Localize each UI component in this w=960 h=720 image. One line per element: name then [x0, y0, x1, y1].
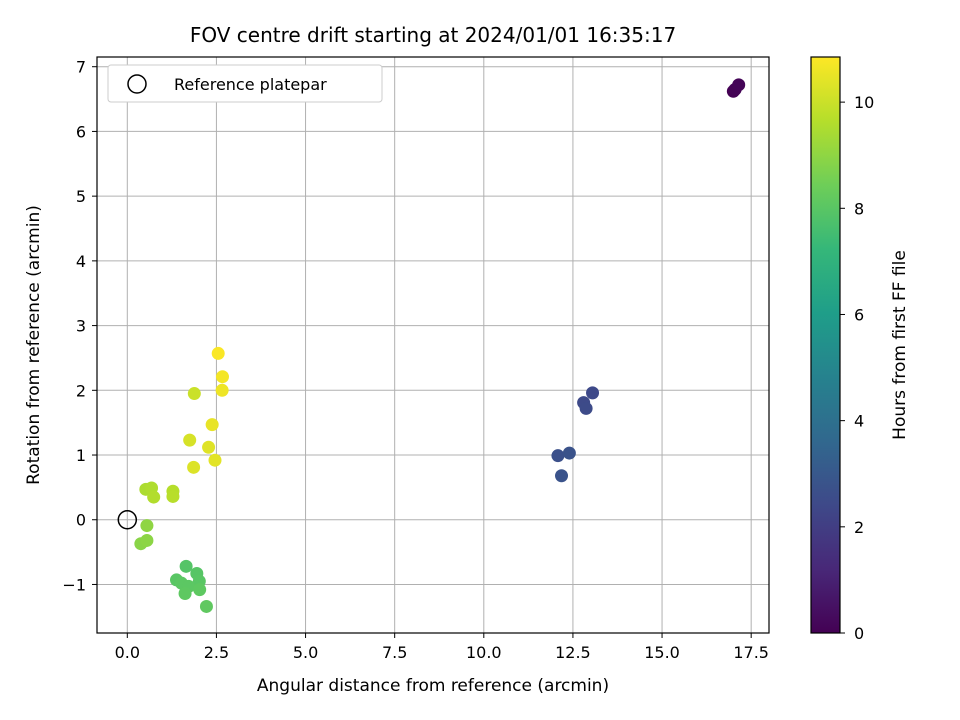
data-point	[205, 418, 219, 432]
data-point	[211, 346, 225, 360]
y-tick-label: 4	[76, 252, 86, 271]
axis-ticks: 0.0 2.5 5.0 7.5 10.0 12.5 15.0 17.5 −1 0 1 2 3 4 5 6 7	[62, 58, 769, 662]
data-point	[586, 386, 600, 400]
colorbar-label: Hours from first FF file	[890, 250, 910, 440]
colorbar: 0 2 4 6 8 10 Hours from first FF file	[810, 56, 910, 643]
colorbar-frame	[810, 56, 841, 634]
y-tick-label: 5	[76, 187, 86, 206]
data-point	[140, 533, 154, 547]
x-tick-label: 15.0	[644, 643, 680, 662]
data-point	[187, 460, 201, 474]
data-point	[732, 78, 746, 92]
data-point	[166, 489, 180, 503]
x-tick-label: 5.0	[293, 643, 318, 662]
legend-box	[107, 64, 383, 103]
x-tick-label: 2.5	[204, 643, 229, 662]
plot-frame	[96, 56, 770, 634]
colorbar-tick-label: 8	[854, 199, 864, 218]
x-tick-label: 10.0	[466, 643, 502, 662]
colorbar-tick-label: 2	[854, 518, 864, 537]
reference-platepar-marker	[117, 509, 138, 530]
data-points	[134, 78, 746, 613]
y-tick-label: 0	[76, 511, 86, 530]
y-axis-label: Rotation from reference (arcmin)	[24, 205, 44, 485]
colorbar-tick-label: 0	[854, 624, 864, 643]
legend-reference-marker	[127, 74, 147, 94]
data-point	[140, 519, 154, 533]
y-tick-label: 6	[76, 122, 86, 141]
colorbar-ticks: 0 2 4 6 8 10	[840, 93, 874, 643]
legend: Reference platepar	[107, 64, 383, 103]
data-point	[562, 446, 576, 460]
y-tick-label: 7	[76, 58, 86, 77]
data-point	[178, 587, 192, 601]
y-tick-label: 2	[76, 381, 86, 400]
y-tick-label: 1	[76, 446, 86, 465]
x-tick-label: 0.0	[115, 643, 140, 662]
x-axis-label: Angular distance from reference (arcmin)	[257, 676, 609, 696]
legend-reference-label: Reference platepar	[174, 75, 327, 94]
plot-area	[97, 57, 769, 633]
colorbar-gradient	[811, 57, 840, 633]
data-point	[199, 599, 213, 613]
x-tick-label: 17.5	[733, 643, 769, 662]
data-point	[215, 370, 229, 384]
chart-title: FOV centre drift starting at 2024/01/01 …	[190, 23, 676, 47]
data-point	[183, 433, 197, 447]
data-point	[179, 559, 193, 573]
data-point	[202, 440, 216, 454]
y-tick-label: −1	[62, 575, 86, 594]
data-point	[215, 383, 229, 397]
x-tick-label: 12.5	[555, 643, 591, 662]
x-tick-label: 7.5	[382, 643, 407, 662]
data-point	[187, 387, 201, 401]
data-point	[208, 453, 222, 467]
grid	[97, 57, 769, 633]
data-point	[147, 490, 161, 504]
colorbar-tick-label: 6	[854, 305, 864, 324]
data-point	[551, 449, 565, 463]
data-point	[193, 583, 207, 597]
y-tick-label: 3	[76, 317, 86, 336]
colorbar-tick-label: 10	[854, 93, 874, 112]
data-point	[579, 401, 593, 415]
data-point	[555, 469, 569, 483]
colorbar-tick-label: 4	[854, 412, 864, 431]
